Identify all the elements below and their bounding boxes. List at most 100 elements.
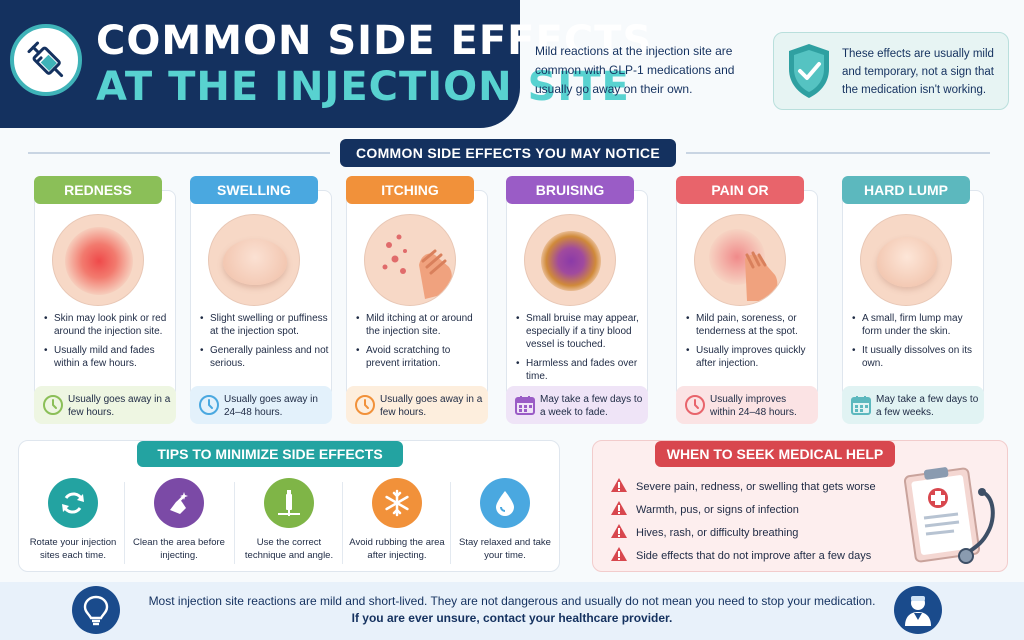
duration-box: Usually improves within 24–48 hours.	[676, 386, 818, 424]
tip-text: Stay relaxed and take your time.	[459, 537, 551, 561]
warning-icon	[610, 523, 628, 544]
intro-text: Mild reactions at the injection site are…	[535, 44, 735, 96]
duration-text: Usually goes away in a few hours.	[68, 394, 171, 418]
tip-text: Rotate your injection sites each time.	[29, 537, 117, 561]
card-bullets: Small bruise may appear, especially if a…	[514, 312, 646, 389]
reassurance-box: These effects are usually mild and tempo…	[773, 32, 1009, 110]
skin-illustration	[860, 214, 952, 306]
tip-item: Avoid rubbing the area after injecting.	[344, 478, 450, 566]
banner-text: Most injection site reactions are mild a…	[148, 594, 876, 608]
effect-card-swelling: SWELLING Slight swelling or puffiness at …	[190, 176, 332, 424]
skin-illustration	[52, 214, 144, 306]
syringe-icon	[10, 24, 82, 96]
duration-box: May take a few days to a week to fade.	[506, 386, 648, 424]
skin-illustration	[364, 214, 456, 306]
effect-card-redness: REDNESS Skin may look pink or red around …	[34, 176, 176, 424]
warning-icon	[610, 500, 628, 521]
bullet-item: Avoid scratching to prevent irritation.	[354, 344, 486, 370]
effect-card-hard-lump: HARD LUMP A small, firm lump may form und…	[842, 176, 984, 424]
effect-card-pain-or-tenderness: PAIN OR TENDERNESS Mild pain, soreness, o…	[676, 176, 818, 424]
warning-text: Warmth, pus, or signs of infection	[636, 504, 799, 516]
card-bullets: Mild itching at or around the injection …	[354, 312, 486, 376]
reassurance-text: These effects are usually mild and tempo…	[842, 48, 994, 96]
clock-icon	[354, 394, 376, 416]
card-bullets: Slight swelling or puffiness at the inje…	[198, 312, 330, 376]
divider	[450, 482, 451, 564]
card-title: HARD LUMP	[842, 176, 970, 204]
clipboard-stethoscope-icon	[903, 462, 1000, 575]
rotate-icon	[48, 478, 98, 528]
divider	[28, 152, 330, 154]
bullet-item: Skin may look pink or red around the inj…	[42, 312, 174, 338]
skin-illustration	[208, 214, 300, 306]
effect-card-bruising: BRUISING Small bruise may appear, especia…	[506, 176, 648, 424]
page-subtitle: AT THE INJECTION SITE	[96, 64, 630, 110]
warning-text: Side effects that do not improve after a…	[636, 550, 872, 562]
divider	[124, 482, 125, 564]
lightbulb-icon	[72, 586, 120, 634]
hand-wash-icon	[154, 478, 204, 528]
bullet-item: Usually improves quickly after injection…	[684, 344, 816, 370]
duration-box: May take a few days to a few weeks.	[842, 386, 984, 424]
tip-text: Clean the area before injecting.	[133, 537, 225, 561]
snowflake-icon	[372, 478, 422, 528]
clock-icon	[684, 394, 706, 416]
duration-box: Usually goes away in a few hours.	[346, 386, 488, 424]
divider	[686, 152, 990, 154]
medical-help-title: WHEN TO SEEK MEDICAL HELP	[655, 441, 895, 467]
tips-title: TIPS TO MINIMIZE SIDE EFFECTS	[137, 441, 403, 467]
injection-pen-icon	[264, 478, 314, 528]
warning-icon	[610, 546, 628, 567]
warning-icon	[610, 477, 628, 498]
effect-card-itching: ITCHING Mild itching at or around the inj…	[346, 176, 488, 424]
duration-box: Usually goes away in a few hours.	[34, 386, 176, 424]
bullet-item: Harmless and fades over time.	[514, 357, 646, 383]
warning-text: Severe pain, redness, or swelling that g…	[636, 481, 876, 493]
skin-illustration	[694, 214, 786, 306]
page-title: COMMON SIDE EFFECTS	[96, 18, 653, 64]
tip-text: Use the correct technique and angle.	[244, 537, 334, 561]
card-title: BRUISING	[506, 176, 634, 204]
tip-text: Avoid rubbing the area after injecting.	[349, 537, 445, 561]
tip-item: Stay relaxed and take your time.	[452, 478, 558, 566]
calendar-icon	[850, 394, 872, 416]
bottom-banner	[0, 582, 1024, 640]
bullet-item: Mild pain, soreness, or tenderness at th…	[684, 312, 816, 338]
calendar-icon	[514, 394, 536, 416]
card-title: REDNESS	[34, 176, 162, 204]
header: COMMON SIDE EFFECTS AT THE INJECTION SIT…	[0, 0, 651, 128]
divider	[234, 482, 235, 564]
duration-text: May take a few days to a week to fade.	[540, 394, 643, 418]
warning-item: Warmth, pus, or signs of infection	[610, 500, 799, 521]
bullet-item: Mild itching at or around the injection …	[354, 312, 486, 338]
warning-item: Severe pain, redness, or swelling that g…	[610, 477, 876, 498]
clock-icon	[42, 394, 64, 416]
bullet-item: Small bruise may appear, especially if a…	[514, 312, 646, 351]
card-bullets: A small, firm lump may form under the sk…	[850, 312, 982, 376]
card-title: PAIN OR TENDERNESS	[676, 176, 804, 226]
section-title: COMMON SIDE EFFECTS YOU MAY NOTICE	[340, 139, 676, 167]
duration-box: Usually goes away in 24–48 hours.	[190, 386, 332, 424]
shield-check-icon	[786, 42, 832, 105]
bullet-item: It usually dissolves on its own.	[850, 344, 982, 370]
water-drop-icon	[480, 478, 530, 528]
banner-callout: If you are ever unsure, contact your hea…	[351, 611, 673, 625]
duration-text: Usually goes away in a few hours.	[380, 394, 483, 418]
warning-text: Hives, rash, or difficulty breathing	[636, 527, 799, 539]
bullet-item: Usually mild and fades within a few hour…	[42, 344, 174, 370]
duration-text: May take a few days to a few weeks.	[876, 394, 979, 418]
card-bullets: Skin may look pink or red around the inj…	[42, 312, 174, 376]
bullet-item: Generally painless and not serious.	[198, 344, 330, 370]
divider	[342, 482, 343, 564]
warning-item: Hives, rash, or difficulty breathing	[610, 523, 799, 544]
tip-item: Use the correct technique and angle.	[236, 478, 342, 566]
card-title: SWELLING	[190, 176, 318, 204]
card-title: ITCHING	[346, 176, 474, 204]
duration-text: Usually improves within 24–48 hours.	[710, 394, 797, 418]
tip-item: Rotate your injection sites each time.	[20, 478, 126, 566]
clock-icon	[198, 394, 220, 416]
bullet-item: Slight swelling or puffiness at the inje…	[198, 312, 330, 338]
duration-text: Usually goes away in 24–48 hours.	[224, 394, 318, 418]
skin-illustration	[524, 214, 616, 306]
doctor-icon	[894, 586, 942, 634]
